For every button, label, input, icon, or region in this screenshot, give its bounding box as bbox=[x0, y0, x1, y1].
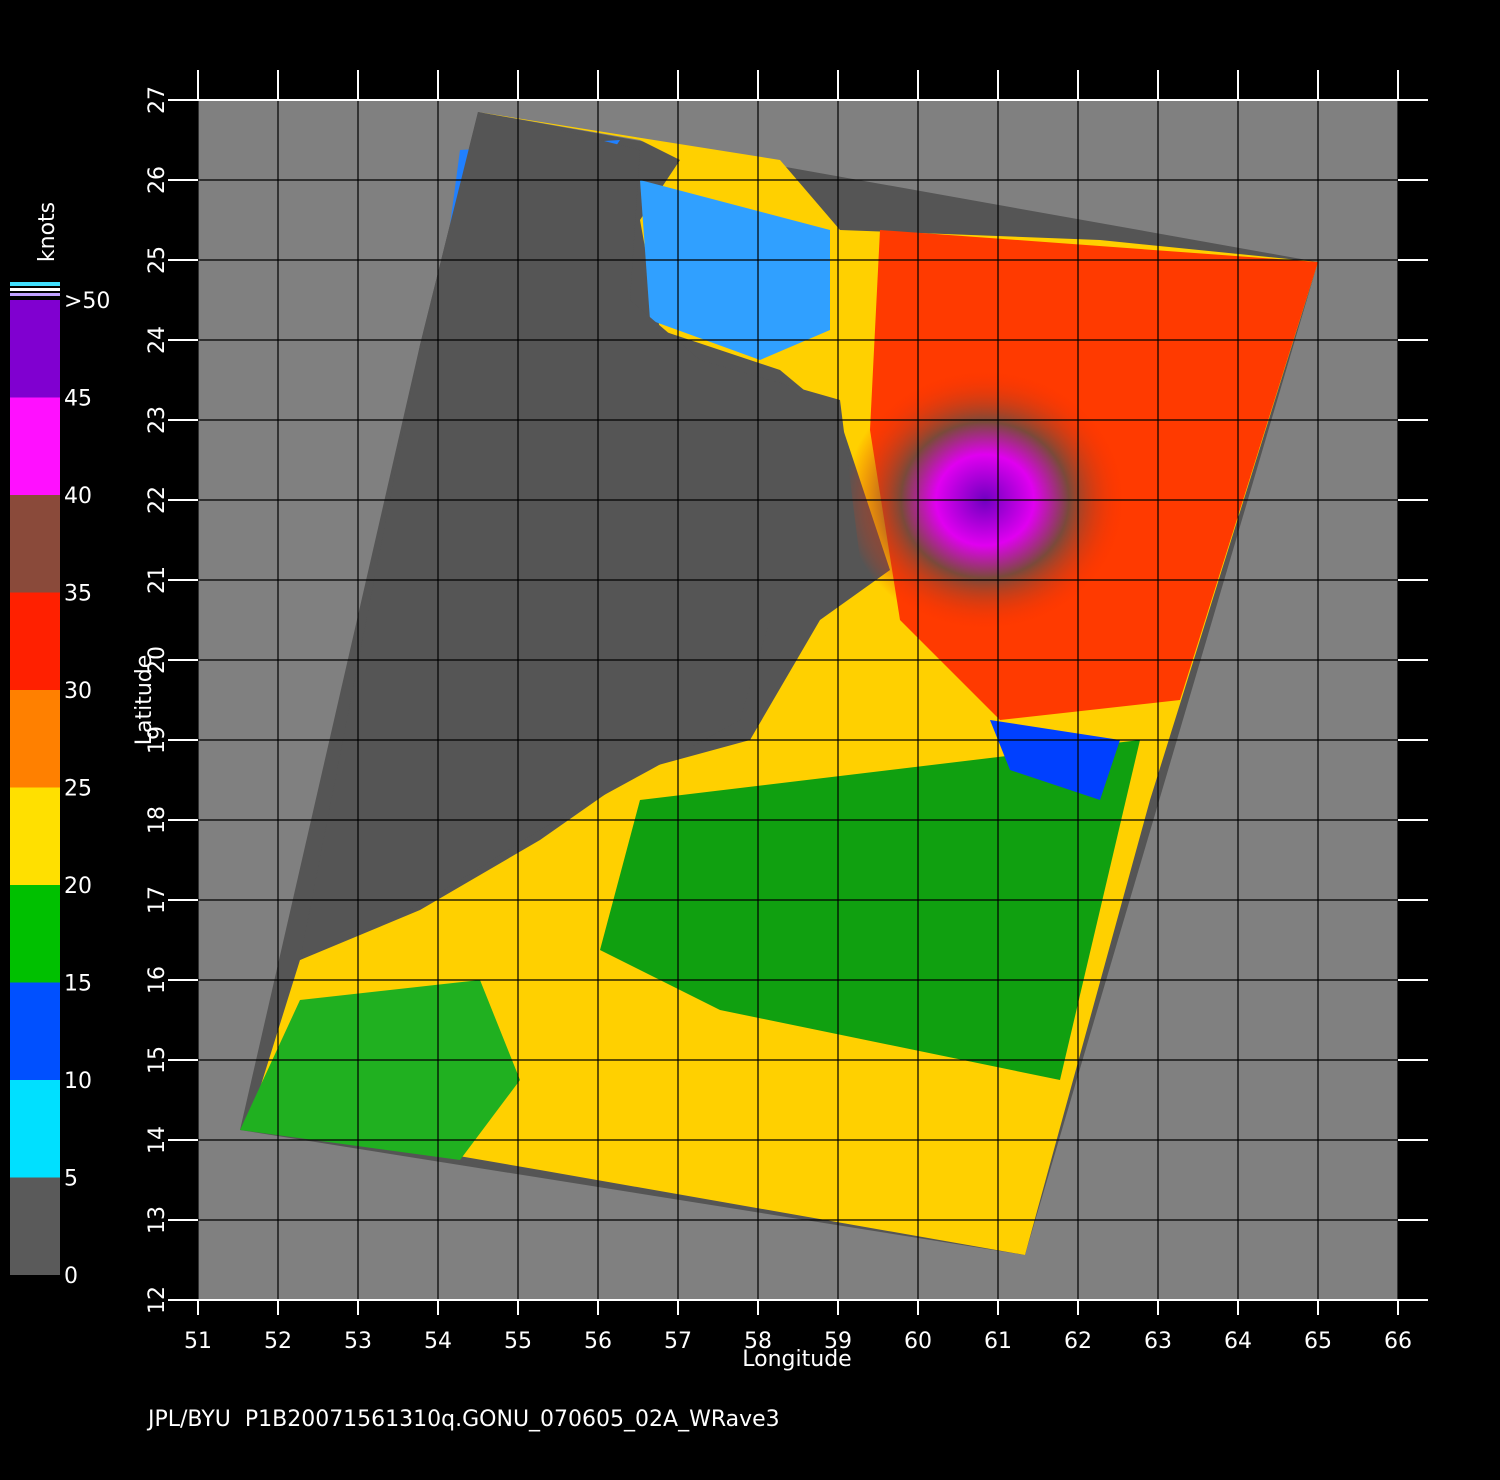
wind-low bbox=[640, 180, 830, 360]
x-tick-label: 62 bbox=[1064, 1329, 1092, 1354]
colorbar-tick-label: 30 bbox=[64, 679, 92, 704]
x-tick-label: 56 bbox=[584, 1329, 612, 1354]
colorbar-tick-label: 20 bbox=[64, 874, 92, 899]
x-tick-label: 59 bbox=[824, 1329, 852, 1354]
colorbar-tick-label: 45 bbox=[64, 387, 92, 412]
x-tick-label: 64 bbox=[1224, 1329, 1252, 1354]
x-tick-label: 51 bbox=[184, 1329, 212, 1354]
y-tick-label: 16 bbox=[145, 966, 170, 994]
colorbar-segment bbox=[10, 592, 60, 690]
colorbar-segment bbox=[10, 885, 60, 983]
y-axis-label: Latitude bbox=[132, 655, 157, 746]
x-tick-label: 53 bbox=[344, 1329, 372, 1354]
y-tick-label: 25 bbox=[145, 246, 170, 274]
x-tick-label: 66 bbox=[1384, 1329, 1412, 1354]
colorbar-tick-label: 40 bbox=[64, 484, 92, 509]
y-tick-label: 24 bbox=[145, 326, 170, 354]
colorbar-segment bbox=[10, 982, 60, 1080]
colorbar-tick-label: 5 bbox=[64, 1167, 78, 1192]
colorbar-cap bbox=[10, 288, 60, 291]
colorbar-tick-label: 15 bbox=[64, 972, 92, 997]
y-tick-label: 15 bbox=[145, 1046, 170, 1074]
y-tick-label: 19 bbox=[145, 726, 170, 754]
x-tick-label: 54 bbox=[424, 1329, 452, 1354]
colorbar-tick-label: 0 bbox=[64, 1264, 78, 1289]
plot-area bbox=[198, 100, 1398, 1300]
y-tick-label: 23 bbox=[145, 406, 170, 434]
colorbar-cap bbox=[10, 293, 60, 296]
colorbar-segment bbox=[10, 1177, 60, 1275]
colorbar-segment bbox=[10, 690, 60, 788]
y-tick-label: 17 bbox=[145, 886, 170, 914]
x-tick-label: 57 bbox=[664, 1329, 692, 1354]
y-tick-label: 22 bbox=[145, 486, 170, 514]
y-tick-label: 27 bbox=[145, 86, 170, 114]
x-axis-label: Longitude bbox=[742, 1347, 851, 1372]
x-tick-label: 61 bbox=[984, 1329, 1012, 1354]
y-tick-label: 21 bbox=[145, 566, 170, 594]
y-tick-label: 26 bbox=[145, 166, 170, 194]
x-tick-label: 58 bbox=[744, 1329, 772, 1354]
y-tick-label: 13 bbox=[145, 1206, 170, 1234]
colorbar-tick-label: 25 bbox=[64, 777, 92, 802]
colorbar-segment bbox=[10, 300, 60, 398]
land bbox=[300, 112, 860, 960]
colorbar-segment bbox=[10, 787, 60, 885]
colorbar-segment bbox=[10, 1080, 60, 1178]
y-tick-label: 12 bbox=[145, 1286, 170, 1314]
y-tick-label: 18 bbox=[145, 806, 170, 834]
x-tick-label: 60 bbox=[904, 1329, 932, 1354]
colorbar-segment bbox=[10, 495, 60, 593]
colorbar-tick-label: 10 bbox=[64, 1069, 92, 1094]
x-tick-label: 52 bbox=[264, 1329, 292, 1354]
y-tick-label: 14 bbox=[145, 1126, 170, 1154]
colorbar-segment bbox=[10, 397, 60, 495]
wind-moderate bbox=[240, 980, 520, 1160]
x-tick-label: 63 bbox=[1144, 1329, 1172, 1354]
y-tick-label: 20 bbox=[145, 646, 170, 674]
x-tick-label: 65 bbox=[1304, 1329, 1332, 1354]
colorbar-tick-label: 35 bbox=[64, 582, 92, 607]
colorbar-tick-label: >50 bbox=[64, 289, 110, 314]
x-tick-label: 55 bbox=[504, 1329, 532, 1354]
colorbar-label: knots bbox=[35, 202, 60, 262]
wind-moderate bbox=[600, 740, 1140, 1080]
footer: JPL/BYU P1B20071561310q.GONU_070605_02A_… bbox=[146, 1407, 780, 1432]
colorbar-cap bbox=[10, 282, 60, 286]
